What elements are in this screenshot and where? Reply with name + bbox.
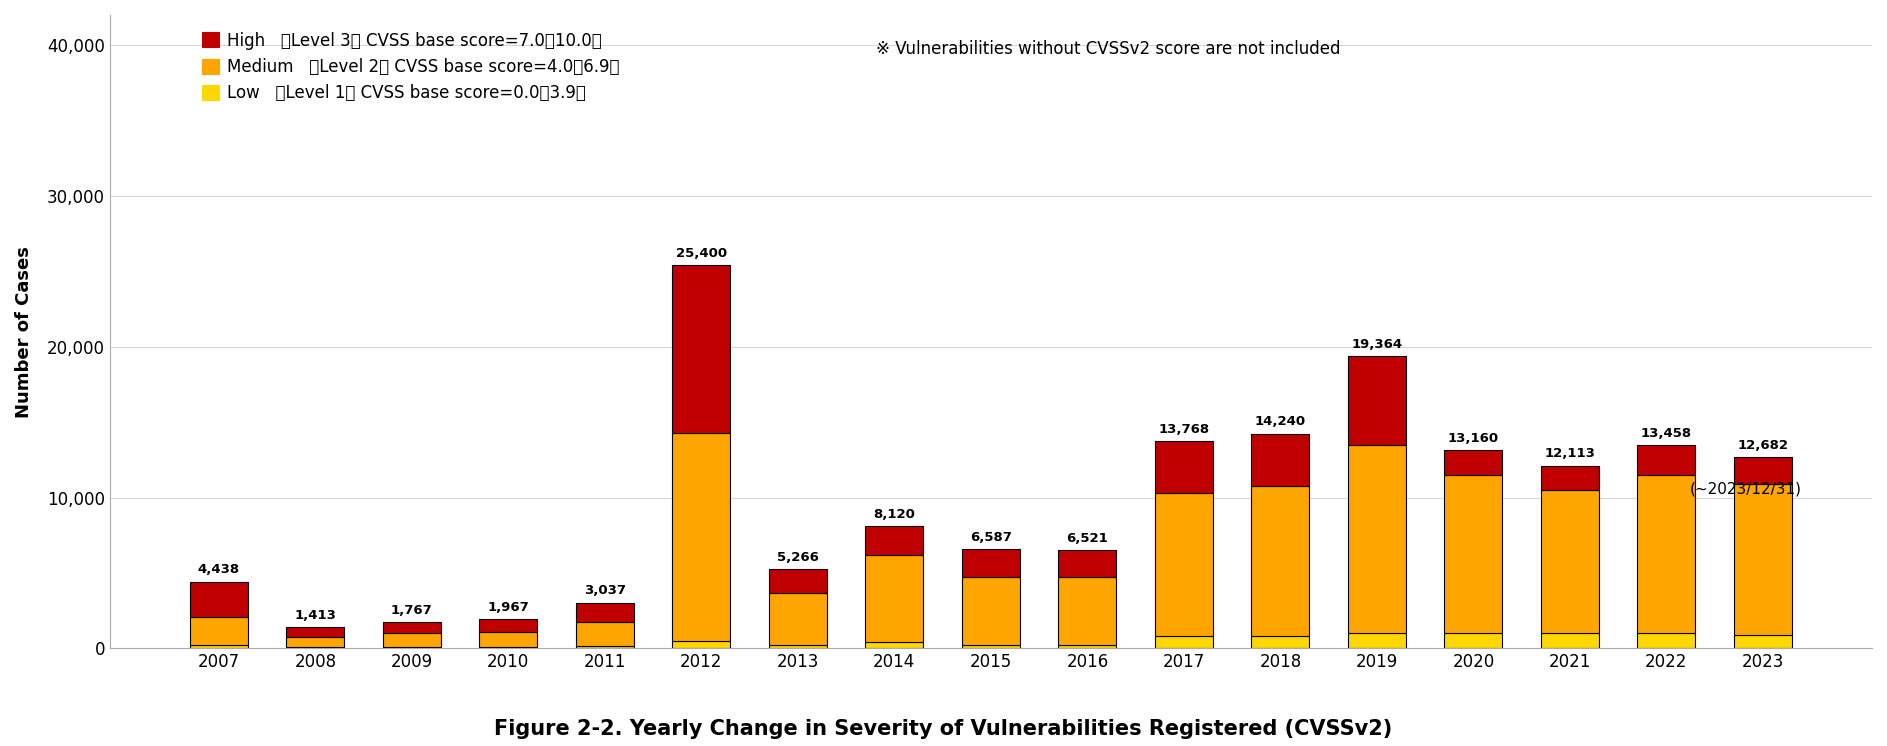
Bar xyxy=(1542,633,1598,648)
Text: 14,240: 14,240 xyxy=(1255,416,1306,428)
Bar xyxy=(479,647,538,648)
Bar xyxy=(1347,445,1406,633)
Bar xyxy=(672,433,730,641)
Bar xyxy=(1251,486,1310,636)
Bar xyxy=(479,632,538,647)
Bar xyxy=(866,526,923,555)
Bar xyxy=(1155,493,1213,636)
Bar xyxy=(1638,633,1695,648)
Bar xyxy=(287,627,343,636)
Bar xyxy=(1542,466,1598,490)
Bar xyxy=(576,603,634,622)
Bar xyxy=(1059,577,1117,645)
Text: 12,682: 12,682 xyxy=(1738,439,1789,452)
Bar xyxy=(1444,633,1502,648)
Text: Figure 2-2. Yearly Change in Severity of Vulnerabilities Registered (CVSSv2): Figure 2-2. Yearly Change in Severity of… xyxy=(494,718,1393,739)
Text: 25,400: 25,400 xyxy=(676,247,726,260)
Y-axis label: Number of Cases: Number of Cases xyxy=(15,245,32,418)
Text: 1,413: 1,413 xyxy=(294,609,336,622)
Text: ※ Vulnerabilities without CVSSv2 score are not included: ※ Vulnerabilities without CVSSv2 score a… xyxy=(876,40,1342,58)
Bar xyxy=(1638,445,1695,475)
Bar xyxy=(1734,484,1793,635)
Text: 6,587: 6,587 xyxy=(970,531,1011,544)
Bar xyxy=(1444,450,1502,475)
Bar xyxy=(1155,636,1213,648)
Text: 4,438: 4,438 xyxy=(198,563,240,576)
Legend: High   （Level 3， CVSS base score=7.0～10.0）, Medium   （Level 2， CVSS base score=4: High （Level 3， CVSS base score=7.0～10.0）… xyxy=(198,27,625,107)
Bar xyxy=(383,633,442,647)
Bar xyxy=(576,622,634,646)
Text: 13,768: 13,768 xyxy=(1159,422,1210,436)
Text: 3,037: 3,037 xyxy=(583,584,626,598)
Bar xyxy=(866,642,923,648)
Bar xyxy=(1251,433,1310,486)
Bar xyxy=(1542,490,1598,633)
Bar xyxy=(1638,475,1695,633)
Bar xyxy=(1347,633,1406,648)
Text: 6,521: 6,521 xyxy=(1066,532,1108,545)
Bar xyxy=(1734,457,1793,484)
Text: 5,266: 5,266 xyxy=(777,551,819,564)
Bar xyxy=(1347,357,1406,445)
Bar xyxy=(672,641,730,648)
Text: 12,113: 12,113 xyxy=(1544,448,1595,460)
Text: (~2023/12/31): (~2023/12/31) xyxy=(1691,481,1802,496)
Bar xyxy=(191,617,247,645)
Bar xyxy=(1251,636,1310,648)
Bar xyxy=(866,555,923,642)
Bar xyxy=(1059,550,1117,577)
Bar xyxy=(191,645,247,648)
Bar xyxy=(1059,645,1117,648)
Bar xyxy=(962,645,1019,648)
Bar xyxy=(1444,475,1502,633)
Bar xyxy=(768,592,827,645)
Text: 1,767: 1,767 xyxy=(391,604,432,616)
Bar xyxy=(672,266,730,433)
Bar xyxy=(383,622,442,633)
Bar xyxy=(576,646,634,648)
Bar xyxy=(768,569,827,592)
Text: 13,458: 13,458 xyxy=(1642,427,1693,440)
Text: 19,364: 19,364 xyxy=(1351,338,1402,351)
Text: 1,967: 1,967 xyxy=(487,601,528,613)
Bar xyxy=(287,636,343,648)
Bar xyxy=(962,549,1019,577)
Text: 8,120: 8,120 xyxy=(874,508,915,521)
Bar xyxy=(1734,635,1793,648)
Bar xyxy=(383,647,442,648)
Bar xyxy=(768,645,827,648)
Bar xyxy=(1155,441,1213,493)
Text: 13,160: 13,160 xyxy=(1447,432,1498,445)
Bar xyxy=(962,577,1019,645)
Bar xyxy=(479,618,538,632)
Bar xyxy=(191,582,247,617)
